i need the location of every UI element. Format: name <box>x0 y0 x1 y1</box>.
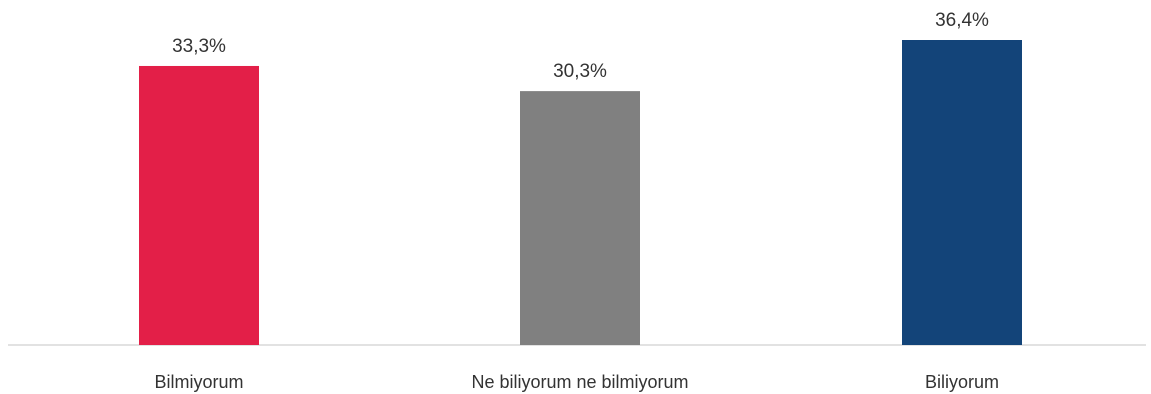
bar-3 <box>902 40 1022 345</box>
bar-2 <box>520 91 640 345</box>
bar-1 <box>139 65 259 345</box>
bars-group <box>139 40 1022 345</box>
category-label-1: Bilmiyorum <box>154 372 243 392</box>
value-labels-group: 33,3% 30,3% 36,4% <box>172 10 989 82</box>
value-label-3: 36,4% <box>935 10 989 31</box>
value-label-1: 33,3% <box>172 36 226 57</box>
category-label-2: Ne biliyorum ne bilmiyorum <box>471 372 688 392</box>
value-label-2: 30,3% <box>553 61 607 82</box>
category-label-3: Biliyorum <box>925 372 999 392</box>
category-labels-group: Bilmiyorum Ne biliyorum ne bilmiyorum Bili… <box>154 372 999 392</box>
